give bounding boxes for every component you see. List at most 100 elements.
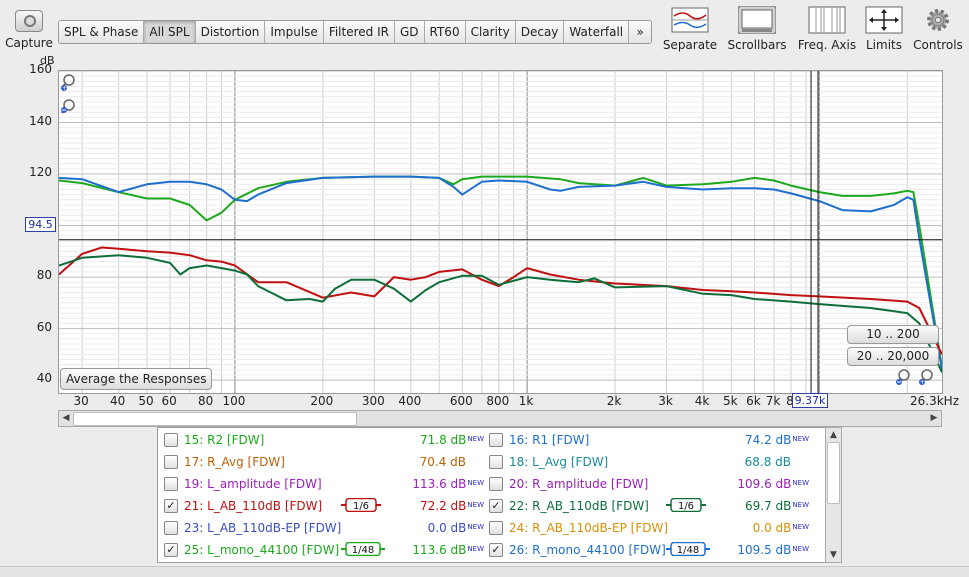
- measurement-name[interactable]: 21: L_AB_110dB [FDW]: [184, 495, 322, 517]
- x-tick-label: 40: [110, 394, 126, 408]
- legend-scrollbar[interactable]: ▲ ▼: [825, 427, 842, 563]
- measurement-name[interactable]: 26: R_mono_44100 [FDW]: [509, 539, 666, 561]
- measurement-label: L_AB_110dB [FDW]: [207, 499, 323, 513]
- capture-button[interactable]: Capture: [4, 8, 54, 52]
- measurement-name[interactable]: 25: L_mono_44100 [FDW]: [184, 539, 339, 561]
- scroll-right-arrow-icon[interactable]: ▶: [930, 413, 938, 423]
- measurement-name[interactable]: 24: R_AB_110dB-EP [FDW]: [509, 517, 668, 539]
- measurement-label: R_amplitude [FDW]: [532, 477, 649, 491]
- measurement-checkbox[interactable]: ✓: [489, 543, 503, 557]
- tab-decay[interactable]: Decay: [515, 21, 565, 43]
- measurement-checkbox[interactable]: [489, 477, 503, 491]
- measurement-checkbox[interactable]: [164, 521, 178, 535]
- scrollbars-label: Scrollbars: [727, 38, 787, 52]
- measurement-checkbox[interactable]: ✓: [489, 499, 503, 513]
- tab-waterfall[interactable]: Waterfall: [564, 21, 630, 43]
- measurement-checkbox[interactable]: [489, 521, 503, 535]
- legend-scrollbar-thumb[interactable]: [827, 442, 840, 504]
- measurement-index: 18:: [509, 455, 529, 469]
- scrollbar-thumb[interactable]: [73, 412, 357, 426]
- measurement-name[interactable]: 15: R2 [FDW]: [184, 429, 264, 451]
- spl-plot[interactable]: [58, 70, 943, 394]
- x-tick-label: 200: [310, 394, 334, 408]
- measurement-checkbox[interactable]: ✓: [164, 499, 178, 513]
- legend-row: ✓ 22: R_AB_110dB [FDW] 1/6 69.7 dBNEW: [489, 495, 809, 517]
- measurement-value-text: 71.8 dB: [420, 433, 467, 447]
- smoothing-badge[interactable]: 1/48: [666, 542, 710, 556]
- limits-button[interactable]: Limits: [853, 6, 915, 52]
- tab-all-spl[interactable]: All SPL: [144, 21, 196, 43]
- limits-label: Limits: [866, 38, 902, 52]
- measurement-name[interactable]: 20: R_amplitude [FDW]: [509, 473, 648, 495]
- new-badge: NEW: [467, 435, 484, 443]
- horizontal-scrollbar[interactable]: ◀ ▶: [58, 410, 942, 427]
- tab-filtered-ir[interactable]: Filtered IR: [323, 21, 395, 43]
- zoom-out-x-icon[interactable]: [895, 368, 913, 386]
- y-tick-label: 160: [29, 62, 52, 76]
- y-tick-label: 120: [29, 165, 52, 180]
- tab-distortion[interactable]: Distortion: [195, 21, 266, 43]
- measurement-value: 69.7 dBNEW: [745, 495, 809, 517]
- scrollbars-button[interactable]: Scrollbars: [726, 6, 788, 52]
- x-tick-label: 7k: [765, 394, 781, 408]
- tab-impulse[interactable]: Impulse: [265, 21, 324, 43]
- measurement-value: 109.5 dBNEW: [737, 539, 809, 561]
- separate-button[interactable]: Separate: [659, 6, 721, 52]
- measurement-name[interactable]: 19: L_amplitude [FDW]: [184, 473, 322, 495]
- smoothing-badge[interactable]: 1/6: [666, 498, 706, 512]
- more-tabs-button[interactable]: »: [629, 21, 652, 43]
- new-badge: NEW: [792, 523, 809, 531]
- tab-rt60[interactable]: RT60: [424, 21, 466, 43]
- scroll-down-arrow-icon[interactable]: ▼: [830, 550, 837, 560]
- measurement-checkbox[interactable]: [489, 433, 503, 447]
- range-10-200-button[interactable]: 10 .. 200: [847, 325, 939, 344]
- new-badge: NEW: [792, 479, 809, 487]
- y-tick-label: 60: [36, 319, 52, 334]
- legend-row: 15: R2 [FDW] 71.8 dBNEW: [164, 429, 484, 451]
- legend-row: ✓ 26: R_mono_44100 [FDW] 1/48 109.5 dBNEW: [489, 539, 809, 561]
- x-tick-label: 6k: [746, 394, 761, 408]
- freq-axis-button[interactable]: Freq. Axis: [796, 6, 858, 52]
- plot-canvas[interactable]: [58, 70, 943, 393]
- zoom-out-y-icon[interactable]: [60, 98, 78, 114]
- legend-row: 23: L_AB_110dB-EP [FDW] 0.0 dBNEW: [164, 517, 484, 539]
- measurement-index: 24:: [509, 521, 529, 535]
- tab-clarity[interactable]: Clarity: [465, 21, 516, 43]
- measurement-value: 71.8 dBNEW: [420, 429, 484, 451]
- measurement-checkbox[interactable]: ✓: [164, 543, 178, 557]
- measurement-checkbox[interactable]: [164, 477, 178, 491]
- measurement-name[interactable]: 22: R_AB_110dB [FDW]: [509, 495, 649, 517]
- svg-text:1/6: 1/6: [353, 501, 369, 512]
- new-badge: NEW: [467, 479, 484, 487]
- measurement-name[interactable]: 17: R_Avg [FDW]: [184, 451, 285, 473]
- zoom-in-x-icon[interactable]: +: [918, 368, 936, 386]
- x-tick-label: 60: [161, 394, 177, 408]
- measurement-value-text: 69.7 dB: [745, 499, 792, 513]
- measurement-index: 16:: [509, 433, 529, 447]
- tab-gd[interactable]: GD: [394, 21, 425, 43]
- average-responses-button[interactable]: Average the Responses: [60, 368, 213, 390]
- measurement-label: R2 [FDW]: [207, 433, 265, 447]
- measurement-legend: 15: R2 [FDW] 71.8 dBNEW 17: R_Avg [FDW] 70.…: [157, 427, 827, 563]
- legend-row: ✓ 21: L_AB_110dB [FDW] 1/6 72.2 dBNEW: [164, 495, 484, 517]
- measurement-name[interactable]: 23: L_AB_110dB-EP [FDW]: [184, 517, 341, 539]
- freq-axis-icon: [808, 6, 846, 34]
- scroll-up-arrow-icon[interactable]: ▲: [830, 430, 837, 440]
- measurement-checkbox[interactable]: [164, 455, 178, 469]
- measurement-name[interactable]: 18: L_Avg [FDW]: [509, 451, 608, 473]
- measurement-checkbox[interactable]: [164, 433, 178, 447]
- zoom-in-y-icon[interactable]: +: [60, 73, 78, 113]
- scroll-left-arrow-icon[interactable]: ◀: [62, 413, 70, 423]
- smoothing-badge[interactable]: 1/6: [341, 498, 381, 512]
- x-tick-label: 5k: [723, 394, 738, 408]
- tab-spl-phase[interactable]: SPL & Phase: [59, 21, 145, 43]
- controls-button[interactable]: Controls: [907, 6, 969, 52]
- new-badge: NEW: [792, 545, 809, 553]
- smoothing-badge[interactable]: 1/48: [341, 542, 385, 556]
- x-tick-label: 8: [786, 394, 794, 408]
- measurement-index: 23:: [184, 521, 204, 535]
- measurement-index: 21:: [184, 499, 204, 513]
- measurement-name[interactable]: 16: R1 [FDW]: [509, 429, 589, 451]
- measurement-checkbox[interactable]: [489, 455, 503, 469]
- range-20-20000-button[interactable]: 20 .. 20,000: [847, 347, 939, 366]
